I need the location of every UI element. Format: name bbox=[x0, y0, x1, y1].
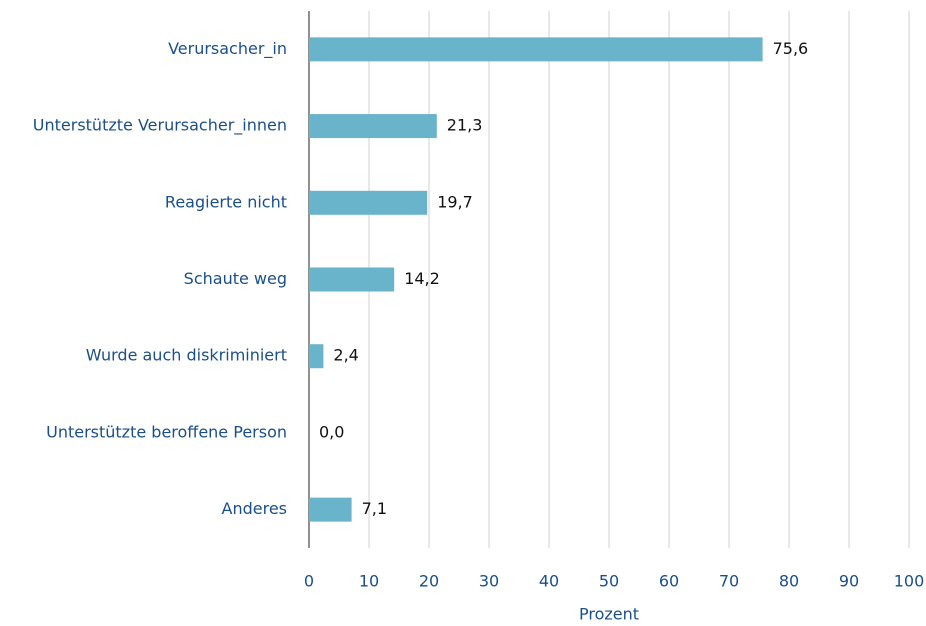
data-label: 19,7 bbox=[437, 192, 473, 211]
x-tick-label: 20 bbox=[419, 572, 439, 591]
bar bbox=[309, 37, 763, 62]
data-label: 2,4 bbox=[333, 346, 358, 365]
y-tick-label: Schaute weg bbox=[184, 269, 287, 288]
x-tick-label: 0 bbox=[304, 572, 314, 591]
y-tick-label: Verursacher_in bbox=[168, 39, 287, 59]
data-label: 0,0 bbox=[319, 422, 344, 441]
x-tick-label: 50 bbox=[599, 572, 619, 591]
x-tick-label: 70 bbox=[719, 572, 739, 591]
y-tick-label: Reagierte nicht bbox=[165, 192, 287, 211]
y-tick-label: Unterstützte Verursacher_innen bbox=[33, 116, 287, 136]
y-tick-label: Unterstützte beroffene Person bbox=[46, 422, 287, 441]
x-tick-label: 60 bbox=[659, 572, 679, 591]
y-tick-label: Anderes bbox=[222, 499, 288, 518]
data-label: 21,3 bbox=[447, 116, 483, 135]
data-label: 14,2 bbox=[404, 269, 440, 288]
bar bbox=[309, 267, 395, 292]
y-tick-label: Wurde auch diskriminiert bbox=[86, 346, 287, 365]
x-axis-label: Prozent bbox=[579, 605, 639, 624]
bar bbox=[309, 114, 437, 139]
bar bbox=[309, 344, 324, 369]
x-tick-label: 40 bbox=[539, 572, 559, 591]
x-tick-label: 90 bbox=[839, 572, 859, 591]
x-tick-label: 80 bbox=[779, 572, 799, 591]
bar bbox=[309, 497, 352, 522]
x-tick-label: 30 bbox=[479, 572, 499, 591]
x-tick-label: 10 bbox=[359, 572, 379, 591]
bar bbox=[309, 190, 428, 215]
x-tick-label: 100 bbox=[894, 572, 925, 591]
data-label: 75,6 bbox=[773, 39, 809, 58]
data-label: 7,1 bbox=[362, 499, 387, 518]
